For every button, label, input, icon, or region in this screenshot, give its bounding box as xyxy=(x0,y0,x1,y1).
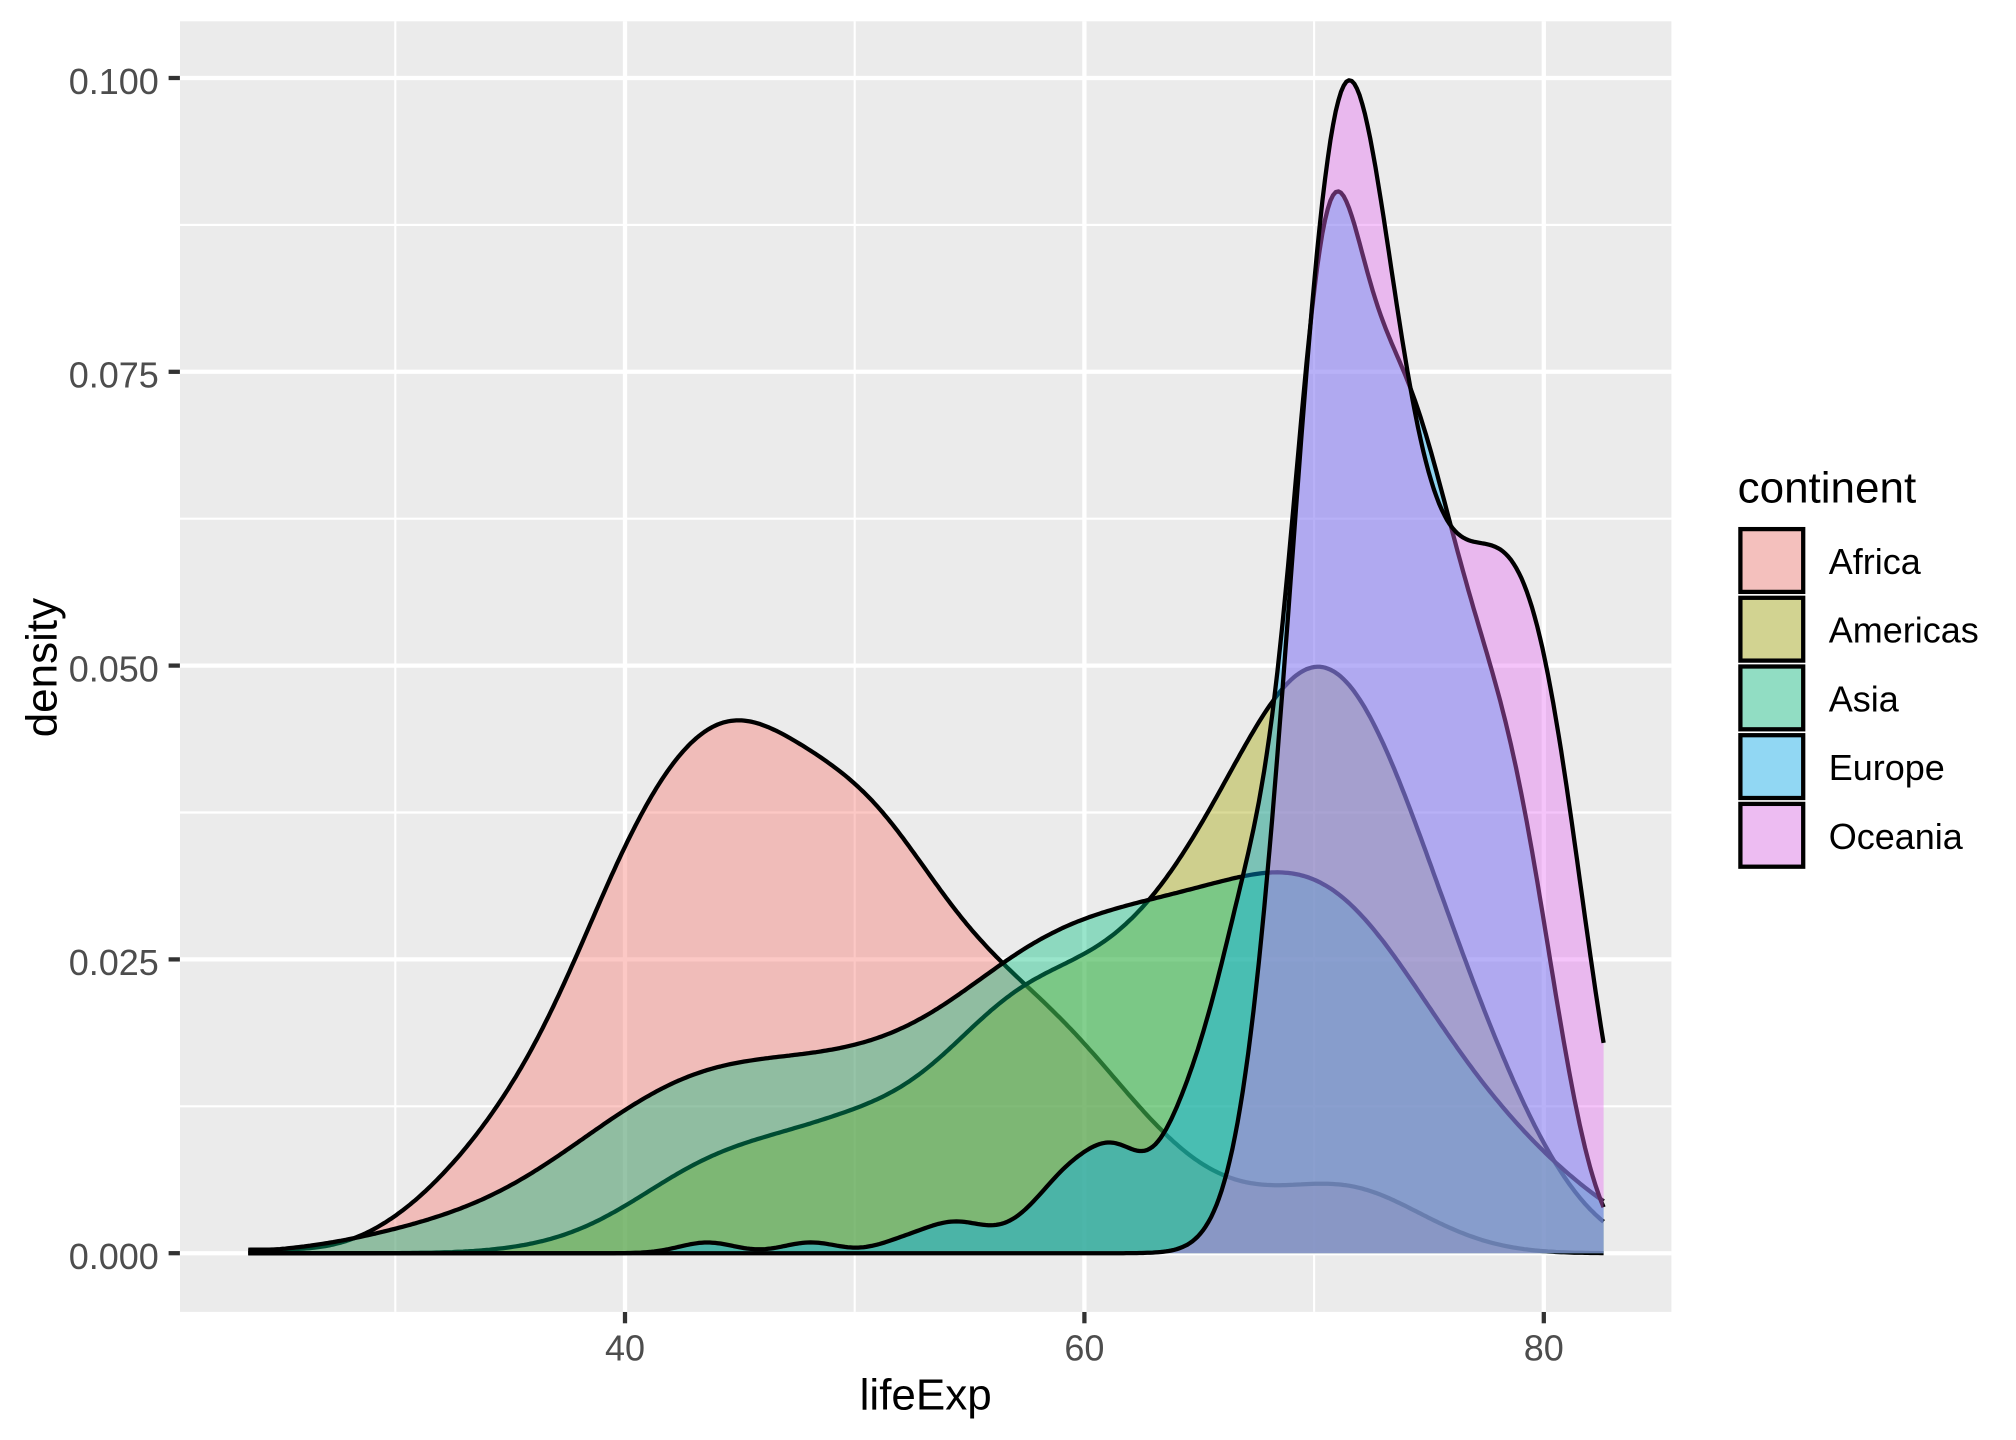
svg-text:0.050: 0.050 xyxy=(69,648,159,689)
svg-text:0.025: 0.025 xyxy=(69,942,159,983)
svg-text:continent: continent xyxy=(1738,464,1917,513)
svg-text:0.075: 0.075 xyxy=(69,355,159,396)
svg-text:lifeExp: lifeExp xyxy=(860,1371,992,1420)
svg-text:60: 60 xyxy=(1064,1328,1104,1369)
svg-text:0.000: 0.000 xyxy=(69,1236,159,1277)
svg-text:40: 40 xyxy=(605,1328,645,1369)
svg-text:Americas: Americas xyxy=(1829,610,1979,651)
svg-text:Africa: Africa xyxy=(1829,541,1922,582)
svg-text:Asia: Asia xyxy=(1829,678,1900,719)
svg-text:density: density xyxy=(18,598,67,737)
svg-text:80: 80 xyxy=(1524,1328,1564,1369)
svg-text:Oceania: Oceania xyxy=(1829,816,1964,857)
svg-text:Europe: Europe xyxy=(1829,747,1945,788)
svg-text:0.100: 0.100 xyxy=(69,61,159,102)
